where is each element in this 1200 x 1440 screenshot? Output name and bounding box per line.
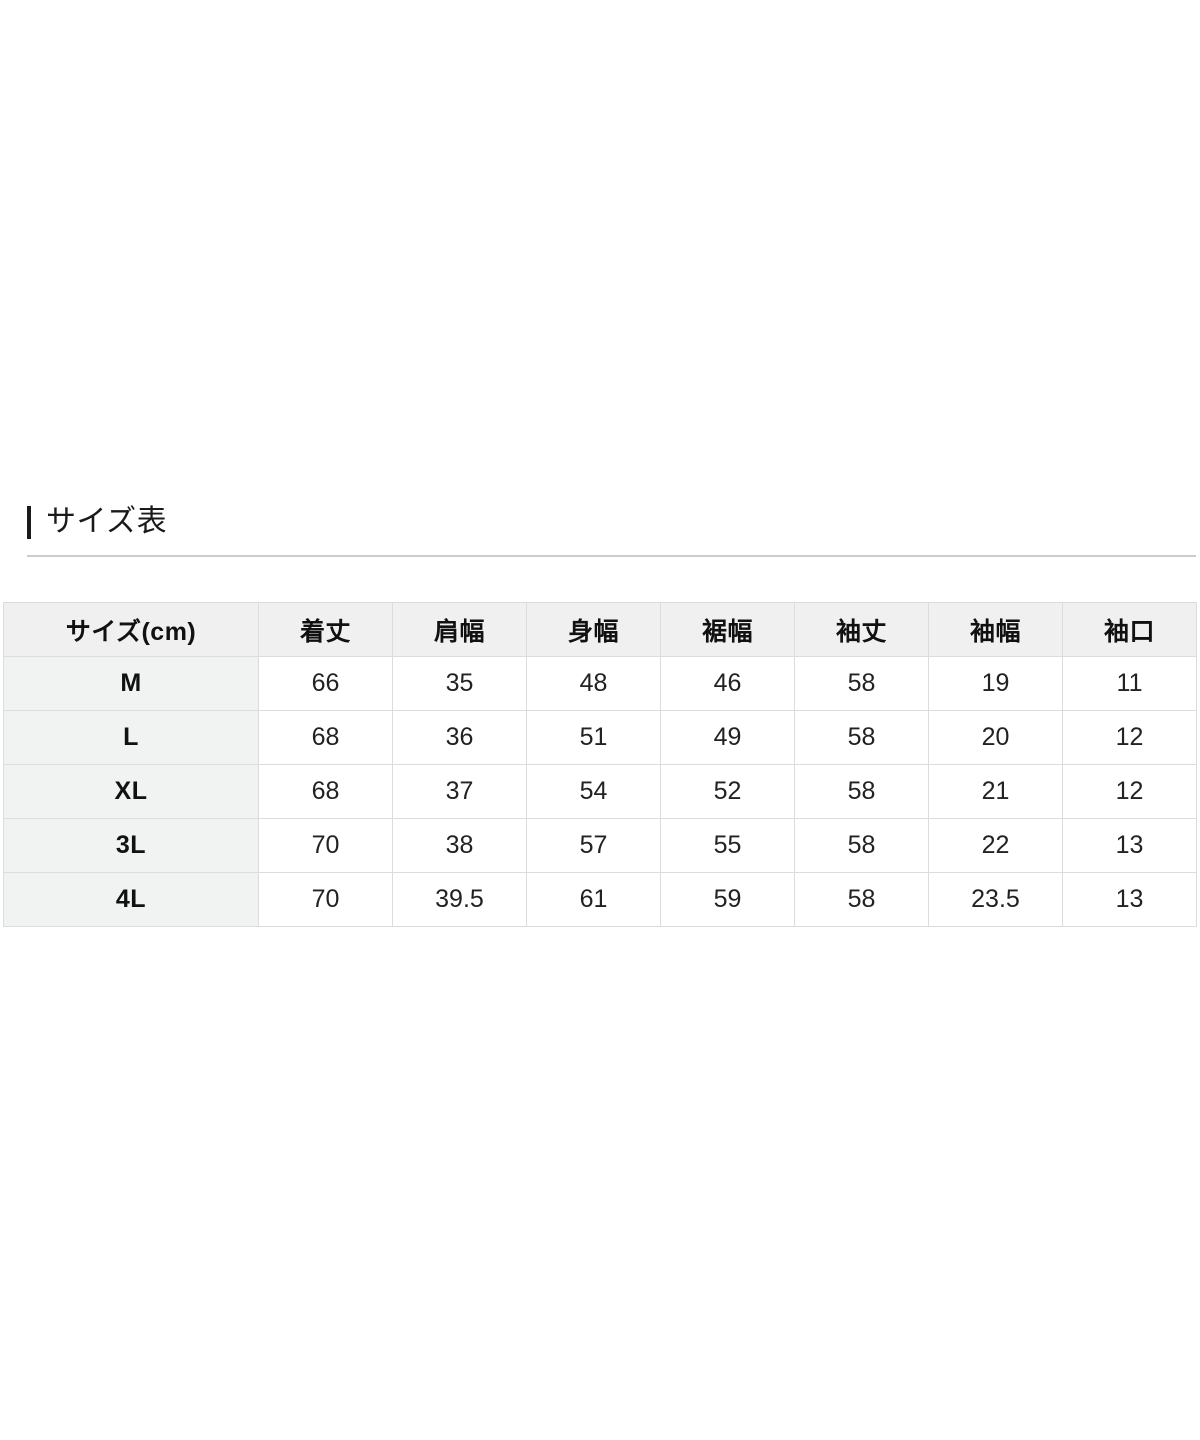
cell-chest: 61 xyxy=(526,872,661,927)
table-row: L 68 36 51 49 58 20 12 xyxy=(3,710,1197,765)
row-header-size: L xyxy=(3,710,259,765)
cell-sleeve-len: 58 xyxy=(794,818,929,873)
cell-length: 68 xyxy=(258,710,393,765)
cell-sleeve-wid: 22 xyxy=(928,818,1063,873)
cell-chest: 57 xyxy=(526,818,661,873)
cell-length: 70 xyxy=(258,872,393,927)
cell-shoulder: 35 xyxy=(392,656,527,711)
column-header-cuff: 袖口 xyxy=(1062,602,1197,657)
cell-hem: 49 xyxy=(660,710,795,765)
size-table-head: サイズ(cm) 着丈 肩幅 身幅 裾幅 袖丈 袖幅 袖口 xyxy=(3,602,1197,657)
cell-sleeve-wid: 21 xyxy=(928,764,1063,819)
column-header-size: サイズ(cm) xyxy=(3,602,259,657)
size-table: サイズ(cm) 着丈 肩幅 身幅 裾幅 袖丈 袖幅 袖口 M 66 35 48 … xyxy=(3,602,1197,927)
cell-sleeve-len: 58 xyxy=(794,710,929,765)
cell-sleeve-wid: 20 xyxy=(928,710,1063,765)
cell-length: 66 xyxy=(258,656,393,711)
column-header-sleeve-wid: 袖幅 xyxy=(928,602,1063,657)
row-header-size: 3L xyxy=(3,818,259,873)
cell-sleeve-len: 58 xyxy=(794,872,929,927)
cell-sleeve-len: 58 xyxy=(794,764,929,819)
cell-chest: 48 xyxy=(526,656,661,711)
cell-hem: 55 xyxy=(660,818,795,873)
heading-accent-bar xyxy=(27,505,31,539)
table-row: XL 68 37 54 52 58 21 12 xyxy=(3,764,1197,819)
row-header-size: M xyxy=(3,656,259,711)
cell-hem: 46 xyxy=(660,656,795,711)
table-header-row: サイズ(cm) 着丈 肩幅 身幅 裾幅 袖丈 袖幅 袖口 xyxy=(3,602,1197,657)
cell-shoulder: 36 xyxy=(392,710,527,765)
cell-chest: 54 xyxy=(526,764,661,819)
column-header-hem: 裾幅 xyxy=(660,602,795,657)
table-row: 3L 70 38 57 55 58 22 13 xyxy=(3,818,1197,873)
size-table-container: サイズ(cm) 着丈 肩幅 身幅 裾幅 袖丈 袖幅 袖口 M 66 35 48 … xyxy=(3,602,1197,927)
cell-cuff: 12 xyxy=(1062,764,1197,819)
row-header-size: XL xyxy=(3,764,259,819)
page-title: サイズ表 xyxy=(46,505,168,538)
cell-cuff: 12 xyxy=(1062,710,1197,765)
section-heading: サイズ表 xyxy=(27,499,1196,545)
cell-sleeve-wid: 19 xyxy=(928,656,1063,711)
heading-divider xyxy=(27,555,1196,557)
cell-shoulder: 38 xyxy=(392,818,527,873)
cell-hem: 52 xyxy=(660,764,795,819)
cell-sleeve-wid: 23.5 xyxy=(928,872,1063,927)
row-header-size: 4L xyxy=(3,872,259,927)
column-header-chest: 身幅 xyxy=(526,602,661,657)
table-row: 4L 70 39.5 61 59 58 23.5 13 xyxy=(3,872,1197,927)
cell-shoulder: 39.5 xyxy=(392,872,527,927)
size-table-body: M 66 35 48 46 58 19 11 L 68 36 51 49 58 … xyxy=(3,656,1197,927)
cell-length: 68 xyxy=(258,764,393,819)
cell-cuff: 11 xyxy=(1062,656,1197,711)
column-header-sleeve-len: 袖丈 xyxy=(794,602,929,657)
cell-sleeve-len: 58 xyxy=(794,656,929,711)
cell-length: 70 xyxy=(258,818,393,873)
column-header-shoulder: 肩幅 xyxy=(392,602,527,657)
cell-hem: 59 xyxy=(660,872,795,927)
cell-chest: 51 xyxy=(526,710,661,765)
cell-shoulder: 37 xyxy=(392,764,527,819)
table-row: M 66 35 48 46 58 19 11 xyxy=(3,656,1197,711)
column-header-length: 着丈 xyxy=(258,602,393,657)
cell-cuff: 13 xyxy=(1062,872,1197,927)
cell-cuff: 13 xyxy=(1062,818,1197,873)
